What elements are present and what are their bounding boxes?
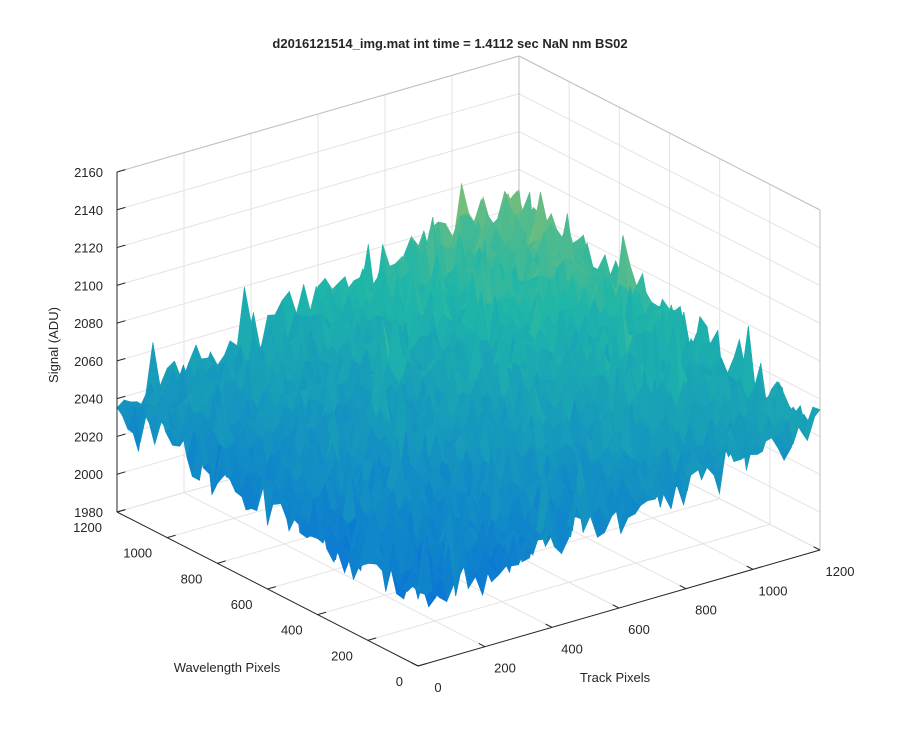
x-tick-mark — [679, 585, 687, 590]
y-tick-label: 600 — [231, 597, 253, 612]
z-tick-label: 2040 — [74, 392, 103, 407]
z-tick-label: 2080 — [74, 316, 103, 331]
z-tick-mark — [116, 206, 126, 211]
x-tick-label: 1000 — [759, 583, 788, 598]
y-tick-mark — [417, 663, 427, 667]
z-tick-mark — [116, 169, 126, 173]
z-tick-mark — [116, 471, 126, 475]
surface-layer — [116, 183, 821, 608]
z-axis-label: Signal (ADU) — [46, 307, 61, 383]
y-tick-label: 0 — [396, 674, 403, 689]
y-axis-label: Wavelength Pixels — [174, 660, 281, 675]
box-edge — [518, 55, 821, 211]
z-tick-mark — [116, 320, 126, 324]
x-tick-mark — [478, 643, 486, 648]
grid-line — [518, 93, 821, 249]
grid-line — [116, 168, 520, 286]
z-tick-label: 2100 — [74, 278, 103, 293]
y-tick-mark — [217, 560, 226, 564]
y-tick-mark — [267, 586, 277, 590]
surface-cell — [411, 528, 426, 594]
x-tick-mark — [411, 662, 419, 667]
box-edge — [116, 55, 520, 173]
z-tick-label: 2060 — [74, 354, 103, 369]
y-tick-label: 1200 — [73, 520, 102, 535]
y-tick-label: 400 — [281, 623, 303, 638]
x-tick-label: 0 — [434, 680, 441, 695]
y-tick-label: 1000 — [123, 546, 152, 561]
grid-line — [518, 131, 821, 287]
x-tick-label: 400 — [561, 641, 583, 656]
z-tick-mark — [116, 395, 126, 400]
z-tick-mark — [116, 433, 126, 437]
z-tick-mark — [116, 509, 126, 513]
y-tick-mark — [367, 637, 377, 641]
z-tick-label: 2020 — [74, 429, 103, 444]
z-tick-label: 2140 — [74, 203, 103, 218]
x-tick-label: 800 — [695, 603, 717, 618]
axis-layer: 0 200 400 600 800 1000 1200 0 200 400 600 800 1000 12… — [73, 165, 854, 695]
x-tick-mark — [545, 623, 553, 628]
y-tick-mark — [167, 534, 176, 539]
z-tick-mark — [116, 244, 126, 249]
x-tick-label: 1200 — [826, 564, 855, 579]
x-axis-label: Track Pixels — [580, 670, 651, 685]
grid-line — [367, 523, 770, 641]
grid-line — [116, 131, 520, 249]
y-tick-mark — [317, 611, 327, 616]
x-tick-mark — [813, 546, 821, 551]
z-tick-label: 2120 — [74, 241, 103, 256]
x-tick-label: 600 — [628, 622, 650, 637]
y-tick-label: 800 — [181, 571, 203, 586]
grid-line — [518, 168, 821, 324]
chart-title: d2016121514_img.mat int time = 1.4112 se… — [272, 36, 628, 51]
z-tick-label: 2000 — [74, 467, 103, 482]
x-tick-label: 200 — [494, 661, 516, 676]
z-tick-mark — [116, 282, 126, 286]
grid-line — [116, 206, 520, 324]
x-tick-mark — [612, 604, 620, 609]
z-tick-mark — [116, 357, 126, 362]
x-tick-mark — [746, 565, 754, 570]
grid-line — [116, 93, 520, 211]
z-tick-label: 1980 — [74, 505, 103, 520]
y-tick-label: 200 — [331, 648, 353, 663]
z-tick-label: 2160 — [74, 165, 103, 180]
